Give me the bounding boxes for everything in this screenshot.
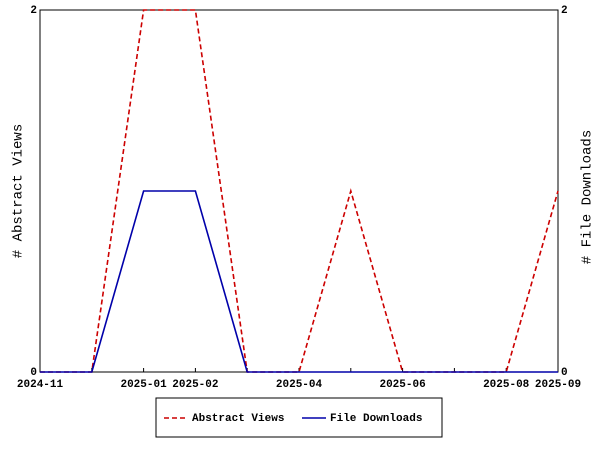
- y-tick-label: 0: [30, 367, 37, 379]
- y2-tick-label: 2: [561, 5, 568, 17]
- x-tick-label: 2024-11: [17, 379, 64, 391]
- x-tick-label: 2025-06: [379, 379, 425, 391]
- x-tick-label: 2025-08: [483, 379, 530, 391]
- y-axis-title: # Abstract Views: [11, 124, 27, 258]
- y2-axis-title: # File Downloads: [580, 130, 596, 264]
- x-tick-label: 2025-01: [120, 379, 167, 391]
- legend-label: Abstract Views: [192, 413, 284, 425]
- series-line: [40, 190, 558, 373]
- series-line: [40, 9, 559, 373]
- x-tick-label: 2025-02: [172, 379, 218, 391]
- legend-box: [155, 397, 443, 438]
- x-tick-label: 2025-09: [535, 379, 581, 391]
- x-tick-label: 2025-04: [276, 379, 323, 391]
- y2-tick-label: 0: [561, 367, 568, 379]
- legend-label: File Downloads: [330, 413, 422, 425]
- y-tick-label: 2: [30, 5, 37, 17]
